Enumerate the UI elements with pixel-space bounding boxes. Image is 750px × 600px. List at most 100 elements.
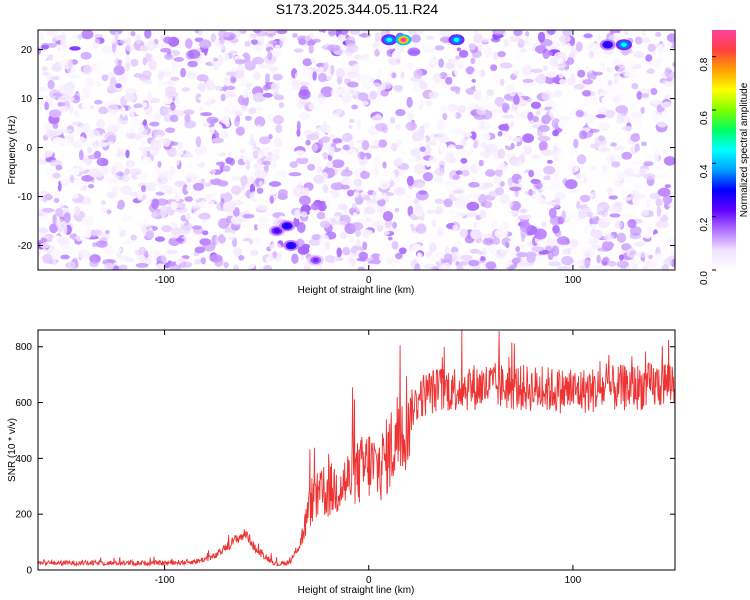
heatmap-cell [454, 112, 462, 119]
heatmap-cell [617, 67, 630, 75]
heatmap-cell [361, 228, 371, 239]
heatmap-cell [291, 79, 300, 91]
heatmap-cell [101, 74, 109, 82]
heatmap-cell [473, 114, 487, 120]
heatmap-cell [124, 62, 131, 72]
heatmap-cell [223, 232, 235, 238]
heatmap-cell [94, 33, 103, 39]
heatmap-cell [198, 200, 207, 207]
heatmap-cell [223, 91, 237, 98]
heatmap-cell [60, 194, 74, 203]
heatmap-cell [444, 246, 450, 255]
heatmap-cell [269, 186, 277, 195]
heatmap-cell [658, 44, 664, 55]
heatmap-cell [262, 92, 273, 98]
heatmap-cell [157, 161, 162, 168]
heatmap-cell [533, 255, 547, 266]
heatmap-cell [324, 197, 332, 208]
heatmap-cell [530, 101, 542, 110]
heatmap-cell [598, 188, 604, 194]
heatmap-cell [330, 64, 335, 76]
heatmap-cell [256, 124, 262, 130]
heatmap-cell [58, 138, 71, 148]
heatmap-cell [223, 31, 231, 38]
heatmap-cell [111, 54, 125, 61]
x-tick-label: 0 [366, 275, 372, 286]
heatmap-cell [330, 182, 344, 191]
heatmap-cell [667, 238, 675, 248]
heatmap-cell [636, 91, 643, 100]
heatmap-cell [663, 258, 673, 267]
heatmap-cell [317, 139, 324, 150]
heatmap-cell [479, 37, 490, 43]
heatmap-cell [309, 209, 317, 215]
heatmap-cell [650, 136, 658, 145]
heatmap-cell [447, 144, 457, 154]
heatmap-cell [454, 198, 466, 209]
heatmap-cell [319, 233, 324, 245]
heatmap-cell [509, 186, 522, 192]
heatmap-cell [49, 109, 62, 118]
heatmap-cell [278, 102, 285, 109]
heatmap-cell [380, 89, 389, 97]
heatmap-cell [472, 90, 482, 100]
heatmap-cell [485, 169, 496, 177]
heatmap-cell [41, 66, 48, 72]
heatmap-cell [491, 219, 498, 230]
heatmap-cell [244, 41, 251, 47]
heatmap-cell [73, 179, 84, 191]
heatmap-cell [373, 157, 382, 163]
heatmap-cell [40, 242, 50, 249]
heatmap-cell [406, 112, 414, 121]
heatmap-cell [310, 57, 317, 64]
heatmap-cell [540, 198, 546, 206]
heatmap-cell [265, 256, 272, 264]
heatmap-cell [630, 100, 635, 105]
heatmap-cell [494, 96, 505, 107]
heatmap-cell [467, 193, 481, 198]
heatmap-cell [254, 169, 268, 179]
heatmap-cell [439, 30, 452, 37]
heatmap-cell [633, 50, 645, 59]
heatmap-cell [124, 168, 130, 176]
heatmap-cell [184, 213, 191, 221]
heatmap-cell [438, 160, 446, 169]
heatmap-cell [125, 55, 131, 63]
heatmap-cell [584, 251, 591, 257]
heatmap-cell [421, 233, 434, 244]
heatmap-cell [532, 116, 539, 122]
heatmap-cell [498, 124, 509, 131]
heatmap-cell [615, 115, 625, 125]
heatmap-cell [314, 97, 326, 109]
heatmap-cell [593, 264, 604, 270]
heatmap-cell [141, 70, 152, 79]
heatmap-cell [210, 169, 216, 174]
heatmap-cell [636, 251, 649, 258]
heatmap-cell [41, 207, 55, 213]
hotspot-core [386, 37, 393, 42]
heatmap-cell [162, 137, 171, 147]
heatmap-cell [238, 85, 249, 96]
heatmap-cell [209, 254, 223, 263]
heatmap-cell [528, 188, 533, 196]
heatmap-cell [640, 106, 645, 114]
heatmap-cell [269, 242, 282, 252]
heatmap-cell [248, 107, 257, 115]
heatmap-cell [52, 214, 57, 225]
heatmap-cell [374, 33, 380, 43]
heatmap-cell [509, 89, 517, 97]
heatmap-cell [556, 58, 564, 65]
heatmap-cell [522, 145, 533, 155]
heatmap-cell [519, 208, 528, 214]
heatmap-cell [657, 187, 671, 197]
heatmap-cell [451, 251, 460, 262]
heatmap-cell [252, 92, 266, 103]
heatmap-cell [164, 53, 174, 61]
heatmap-cell [130, 31, 136, 37]
heatmap-cell [543, 65, 548, 71]
colorbar-tick-label: 0.8 [699, 57, 710, 71]
heatmap-cell [211, 173, 216, 180]
heatmap-cell [180, 261, 193, 268]
heatmap-cell [180, 221, 193, 231]
heatmap-cell [58, 96, 67, 103]
